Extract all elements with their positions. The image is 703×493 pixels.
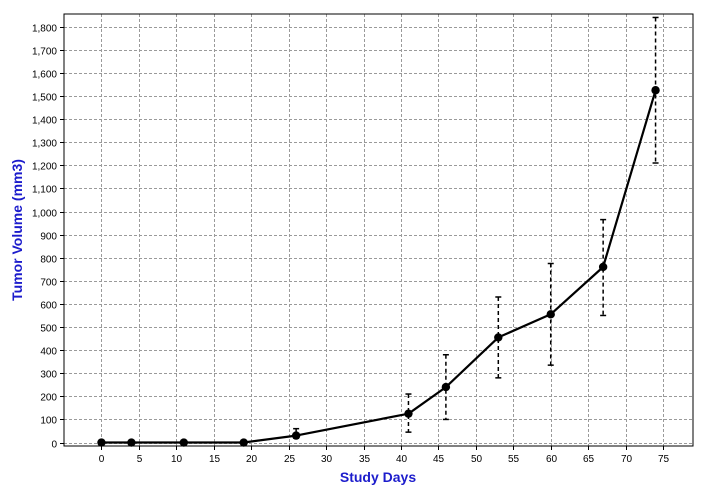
x-tick-label: 65: [583, 454, 595, 465]
x-tick-label: 50: [471, 454, 483, 465]
y-tick-label: 900: [40, 232, 57, 243]
y-tick-label: 1,800: [32, 24, 57, 35]
data-point: [97, 438, 106, 447]
data-point: [179, 438, 189, 447]
y-tick-label: 1,000: [32, 209, 57, 220]
y-tick-label: 200: [40, 393, 57, 404]
x-tick-label: 70: [621, 454, 633, 465]
y-tick-label: 1,700: [32, 47, 57, 58]
y-tick-label: 100: [40, 416, 57, 427]
data-point: [291, 431, 301, 440]
y-tick-label: 300: [40, 370, 57, 381]
x-tick-label: 30: [321, 454, 333, 465]
y-tick-label: 400: [40, 347, 57, 358]
error-bars: [293, 16, 659, 439]
x-tick-label: 60: [546, 454, 558, 465]
x-tick-label: 45: [433, 454, 445, 465]
x-tick-label: 5: [137, 454, 143, 465]
x-tick-label: 10: [171, 454, 183, 465]
y-tick-label: 1,100: [32, 185, 57, 196]
x-tick-label: 25: [284, 454, 296, 465]
data-point: [441, 382, 451, 392]
y-tick-label: 0: [51, 440, 57, 451]
y-tick-label: 1,200: [32, 162, 57, 173]
plot-frame: [63, 13, 694, 447]
grid-layer: [64, 14, 693, 446]
data-point: [651, 86, 660, 95]
x-axis-title: Study Days: [340, 469, 416, 485]
data-point: [127, 438, 136, 447]
data-point: [598, 262, 608, 272]
y-axis-ticks: 0 100 200 300 400 500 600 700 800 900 1,000 1,100 1,…: [32, 24, 64, 451]
data-point: [239, 438, 248, 447]
x-tick-label: 20: [246, 454, 258, 465]
data-point: [546, 310, 555, 319]
x-tick-label: 75: [658, 454, 670, 465]
x-tick-label: 15: [209, 454, 221, 465]
y-tick-label: 1,500: [32, 93, 57, 104]
x-axis-ticks: 0 5 10 15 20 25 30 35 40 45 50 55 60 65 70 75: [99, 446, 670, 465]
y-tick-label: 700: [40, 278, 57, 289]
data-point: [494, 333, 503, 342]
y-tick-label: 1,300: [32, 139, 57, 150]
series-line: [101, 89, 657, 444]
y-tick-label: 800: [40, 255, 57, 266]
y-tick-label: 500: [40, 324, 57, 335]
x-tick-label: 55: [508, 454, 520, 465]
x-tick-label: 40: [396, 454, 408, 465]
y-tick-label: 1,600: [32, 70, 57, 81]
series-line-layer: [101, 89, 657, 444]
data-points: [97, 86, 660, 447]
x-tick-label: 0: [99, 454, 105, 465]
x-tick-label: 35: [359, 454, 371, 465]
y-tick-label: 600: [40, 301, 57, 312]
y-axis-title: Tumor Volume (mm3): [9, 159, 25, 301]
data-point: [404, 409, 413, 418]
y-tick-label: 1,400: [32, 116, 57, 127]
